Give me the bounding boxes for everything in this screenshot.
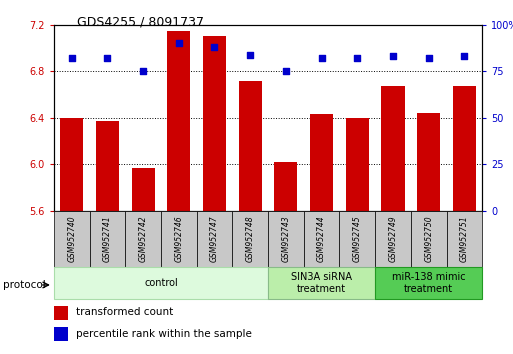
Bar — [131, 168, 155, 211]
Bar — [453, 86, 476, 211]
Text: control: control — [144, 278, 178, 288]
Bar — [375, 267, 482, 299]
Text: GSM952751: GSM952751 — [460, 215, 469, 262]
Bar — [274, 162, 298, 211]
Point — [68, 55, 76, 61]
Bar — [60, 118, 83, 211]
Bar — [232, 211, 268, 267]
Text: GDS4255 / 8091737: GDS4255 / 8091737 — [77, 16, 204, 29]
Bar — [203, 36, 226, 211]
Bar — [304, 211, 340, 267]
Point — [460, 53, 468, 59]
Bar — [381, 86, 405, 211]
Text: miR-138 mimic
treatment: miR-138 mimic treatment — [392, 272, 465, 294]
Bar — [417, 113, 440, 211]
Bar — [125, 211, 161, 267]
Point — [103, 55, 111, 61]
Bar — [268, 211, 304, 267]
Bar — [310, 114, 333, 211]
Point — [425, 55, 433, 61]
Text: GSM952750: GSM952750 — [424, 215, 433, 262]
Bar — [268, 267, 375, 299]
Bar — [167, 30, 190, 211]
Point — [139, 68, 147, 74]
Bar — [54, 327, 68, 341]
Bar — [96, 121, 119, 211]
Bar — [446, 211, 482, 267]
Text: SIN3A siRNA
treatment: SIN3A siRNA treatment — [291, 272, 352, 294]
Point — [318, 55, 326, 61]
Bar — [239, 81, 262, 211]
Bar — [411, 211, 446, 267]
Point — [282, 68, 290, 74]
Text: GSM952748: GSM952748 — [246, 215, 254, 262]
Bar — [90, 211, 125, 267]
Text: GSM952746: GSM952746 — [174, 215, 183, 262]
Point — [353, 55, 361, 61]
Text: GSM952740: GSM952740 — [67, 215, 76, 262]
Text: percentile rank within the sample: percentile rank within the sample — [75, 329, 251, 339]
Bar — [161, 211, 196, 267]
Text: GSM952745: GSM952745 — [353, 215, 362, 262]
Text: GSM952744: GSM952744 — [317, 215, 326, 262]
Text: GSM952747: GSM952747 — [210, 215, 219, 262]
Text: protocol: protocol — [3, 280, 45, 290]
Text: GSM952743: GSM952743 — [282, 215, 290, 262]
Bar — [54, 267, 268, 299]
Point — [210, 44, 219, 50]
Point — [246, 52, 254, 57]
Bar — [340, 211, 375, 267]
Text: GSM952742: GSM952742 — [139, 215, 148, 262]
Point — [175, 41, 183, 46]
Bar — [54, 306, 68, 320]
Bar — [375, 211, 411, 267]
Point — [389, 53, 397, 59]
Text: transformed count: transformed count — [75, 307, 173, 318]
Bar — [346, 118, 369, 211]
Bar — [196, 211, 232, 267]
Text: GSM952749: GSM952749 — [388, 215, 398, 262]
Bar — [54, 211, 90, 267]
Text: GSM952741: GSM952741 — [103, 215, 112, 262]
